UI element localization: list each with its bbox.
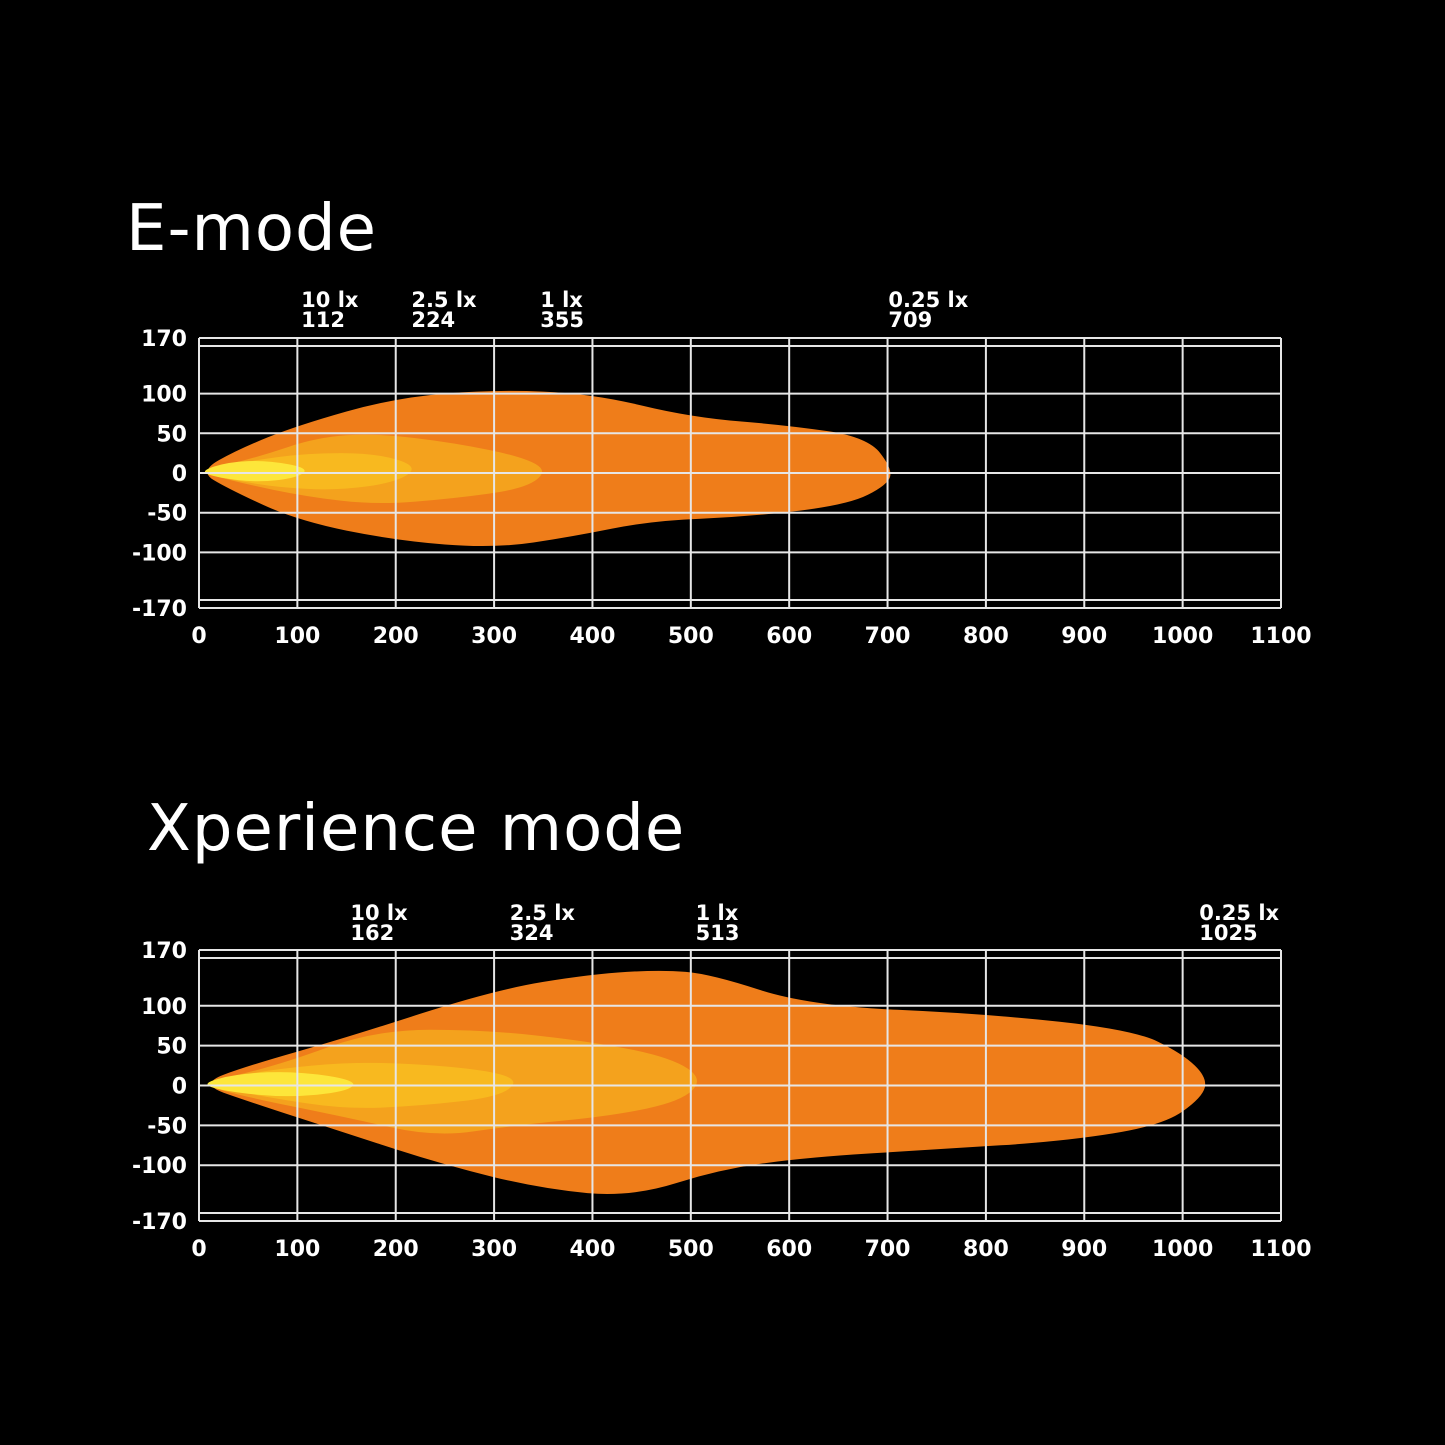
x-tick-label: 300 [471, 624, 517, 649]
y-tick-label: 50 [156, 422, 187, 447]
x-tick-label: 100 [274, 624, 320, 649]
x-tick-label: 700 [865, 1237, 911, 1262]
y-tick-label: -50 [147, 502, 187, 527]
beam-zone-0 [207, 390, 891, 547]
y-tick-label: -100 [132, 1154, 187, 1179]
x-tick-label: 800 [963, 1237, 1009, 1262]
x-axis-ticks: 0 100 200 300 400 500 600 700 800 900 1000 1100 [191, 1237, 1311, 1262]
y-tick-label: 0 [172, 1075, 187, 1100]
lux-label: 1 lx [696, 901, 739, 925]
x-tick-label: 200 [373, 1237, 419, 1262]
y-tick-label: -100 [132, 541, 187, 566]
y-tick-label: 170 [141, 939, 187, 964]
y-tick-label: -170 [132, 597, 187, 622]
distance-label: 224 [411, 308, 455, 332]
lux-label: 2.5 lx [411, 288, 477, 312]
x-tick-label: 700 [865, 624, 911, 649]
y-axis-ticks: 170 100 50 0 -50 -100 -170 [132, 327, 187, 622]
y-tick-label: 170 [141, 327, 187, 352]
x-tick-label: 200 [373, 624, 419, 649]
beam-zone-0 [211, 970, 1206, 1194]
lux-label: 2.5 lx [510, 901, 576, 925]
emode-panel: E-mode 0 100 200 300 400 500 600 700 800 900 1000 1… [0, 0, 1445, 700]
distance-label: 355 [540, 308, 584, 332]
grid [198, 949, 1282, 1222]
x-tick-label: 0 [191, 1237, 206, 1262]
x-tick-label: 400 [569, 1237, 615, 1262]
x-tick-label: 900 [1061, 1237, 1107, 1262]
distance-label: 709 [888, 308, 932, 332]
distance-label: 162 [350, 921, 394, 945]
x-tick-label: 400 [569, 624, 615, 649]
lux-label: 10 lx [301, 288, 359, 312]
emode-chart: 0 100 200 300 400 500 600 700 800 900 1000 11001701… [132, 288, 1312, 649]
x-tick-label: 1000 [1152, 1237, 1213, 1262]
distance-label: 324 [510, 921, 554, 945]
grid [198, 337, 1282, 609]
lux-label: 10 lx [350, 901, 408, 925]
y-tick-label: 50 [156, 1035, 187, 1060]
lux-label: 1 lx [540, 288, 583, 312]
distance-label: 1025 [1199, 921, 1257, 945]
y-tick-label: -170 [132, 1210, 187, 1235]
beam-pattern [204, 390, 891, 547]
lux-label: 0.25 lx [888, 288, 968, 312]
x-tick-label: 0 [191, 624, 206, 649]
y-tick-label: -50 [147, 1114, 187, 1139]
x-tick-label: 800 [963, 624, 1009, 649]
x-tick-label: 300 [471, 1237, 517, 1262]
x-tick-label: 500 [668, 624, 714, 649]
x-tick-label: 1100 [1250, 1237, 1311, 1262]
x-tick-label: 600 [766, 1237, 812, 1262]
y-tick-label: 0 [172, 462, 187, 487]
lux-label: 0.25 lx [1199, 901, 1279, 925]
beam-zone-3 [204, 460, 305, 482]
x-tick-label: 900 [1061, 624, 1107, 649]
y-tick-label: 100 [141, 383, 187, 408]
beam-zone-3 [207, 1072, 354, 1097]
y-tick-label: 100 [141, 995, 187, 1020]
xperience-title: Xperience mode [147, 792, 686, 866]
x-tick-label: 600 [766, 624, 812, 649]
emode-title: E-mode [126, 192, 378, 266]
x-tick-label: 1000 [1152, 624, 1213, 649]
x-tick-label: 500 [668, 1237, 714, 1262]
x-tick-label: 1100 [1250, 624, 1311, 649]
beam-pattern [207, 970, 1206, 1194]
distance-label: 513 [696, 921, 740, 945]
x-axis-ticks: 0 100 200 300 400 500 600 700 800 900 1000 1100 [191, 624, 1311, 649]
y-axis-ticks: 170 100 50 0 -50 -100 -170 [132, 939, 187, 1235]
distance-label: 112 [301, 308, 345, 332]
x-tick-label: 100 [274, 1237, 320, 1262]
